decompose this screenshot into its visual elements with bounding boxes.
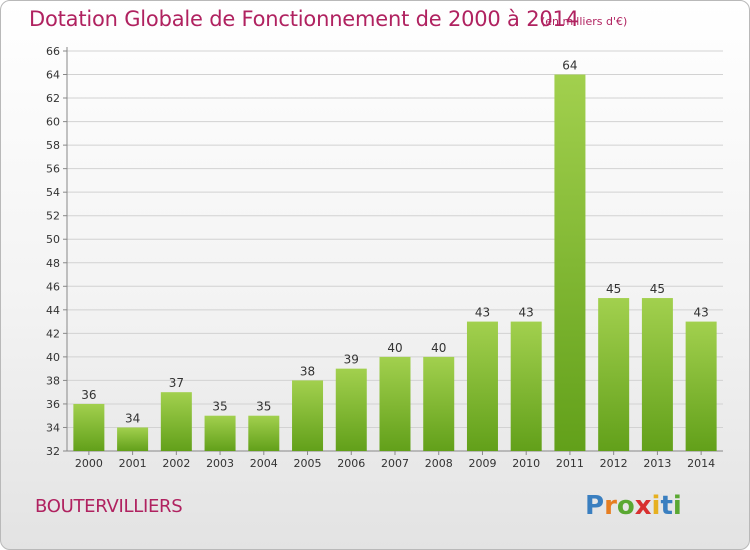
x-tick-label: 2006: [337, 457, 365, 470]
bar: [379, 356, 411, 451]
data-label: 36: [81, 388, 96, 402]
data-label: 43: [519, 306, 534, 320]
bar: [641, 298, 673, 451]
data-label: 64: [562, 59, 577, 73]
logo-letter: r: [604, 491, 617, 521]
logo-letter: o: [616, 491, 635, 521]
x-tick-label: 2011: [556, 457, 584, 470]
x-tick-label: 2000: [75, 457, 103, 470]
x-tick-label: 2004: [250, 457, 278, 470]
y-tick-label: 52: [46, 210, 60, 223]
data-label: 38: [300, 364, 315, 378]
y-tick-label: 34: [46, 421, 60, 434]
y-tick-label: 38: [46, 374, 60, 387]
y-tick-label: 64: [46, 69, 60, 82]
bar: [204, 415, 236, 451]
x-tick-label: 2001: [119, 457, 147, 470]
logo-letter: i: [672, 491, 682, 521]
bar: [248, 415, 280, 451]
bar: [554, 74, 586, 451]
x-tick-label: 2013: [643, 457, 671, 470]
data-label: 35: [256, 400, 271, 414]
bar: [160, 392, 192, 451]
y-tick-label: 54: [46, 186, 60, 199]
y-tick-label: 48: [46, 257, 60, 270]
chart-title: Dotation Globale de Fonctionnement de 20…: [29, 7, 579, 31]
y-tick-label: 40: [46, 351, 60, 364]
chart-subtitle: (en milliers d'€): [541, 15, 628, 28]
x-tick-label: 2007: [381, 457, 409, 470]
bar: [466, 321, 498, 451]
data-labels: 36 34 37 35 35 38 39 40 40 43 43 64 45 45 43: [81, 59, 709, 426]
x-tick-label: 2008: [425, 457, 453, 470]
y-tick-label: 36: [46, 398, 60, 411]
y-tick-label: 46: [46, 280, 60, 293]
y-tick-labels: 32 34 36 38 40 42 44 46 48 50 52 54 56 58 60 62 64 66: [46, 45, 60, 458]
data-label: 45: [606, 282, 621, 296]
proxiti-logo[interactable]: Proxiti: [585, 491, 682, 521]
logo-letter: t: [660, 491, 673, 521]
data-label: 34: [125, 411, 140, 425]
bar: [598, 298, 630, 451]
y-tick-label: 58: [46, 139, 60, 152]
data-label: 40: [431, 341, 446, 355]
data-label: 40: [387, 341, 402, 355]
y-tick-label: 32: [46, 445, 60, 458]
x-tick-label: 2002: [162, 457, 190, 470]
logo-letter: P: [585, 491, 605, 521]
x-tick-labels: 2000 2001 2002 2003 2004 2005 2006 2007 2008 2009…: [75, 457, 715, 470]
bars: [73, 74, 717, 451]
data-label: 43: [475, 306, 490, 320]
bar: [292, 380, 324, 451]
x-tick-label: 2003: [206, 457, 234, 470]
bar: [423, 356, 455, 451]
y-tick-label: 42: [46, 327, 60, 340]
bar: [117, 427, 149, 451]
data-label: 37: [169, 376, 184, 390]
bar: [73, 403, 105, 451]
x-tick-label: 2010: [512, 457, 540, 470]
logo-letter: x: [634, 491, 652, 521]
y-tick-label: 50: [46, 233, 60, 246]
x-tick-label: 2014: [687, 457, 715, 470]
logo-letter: i: [651, 491, 661, 521]
y-tick-label: 66: [46, 45, 60, 58]
bar: [335, 368, 367, 451]
y-tick-label: 56: [46, 163, 60, 176]
bar: [510, 321, 542, 451]
x-tick-label: 2005: [294, 457, 322, 470]
y-tick-label: 62: [46, 92, 60, 105]
y-tick-label: 44: [46, 304, 60, 317]
x-tick-label: 2012: [600, 457, 628, 470]
data-label: 35: [212, 400, 227, 414]
data-label: 45: [650, 282, 665, 296]
bar: [685, 321, 717, 451]
data-label: 39: [344, 353, 359, 367]
data-label: 43: [693, 306, 708, 320]
y-tick-label: 60: [46, 116, 60, 129]
commune-name: BOUTERVILLIERS: [35, 496, 183, 517]
x-tick-label: 2009: [468, 457, 496, 470]
